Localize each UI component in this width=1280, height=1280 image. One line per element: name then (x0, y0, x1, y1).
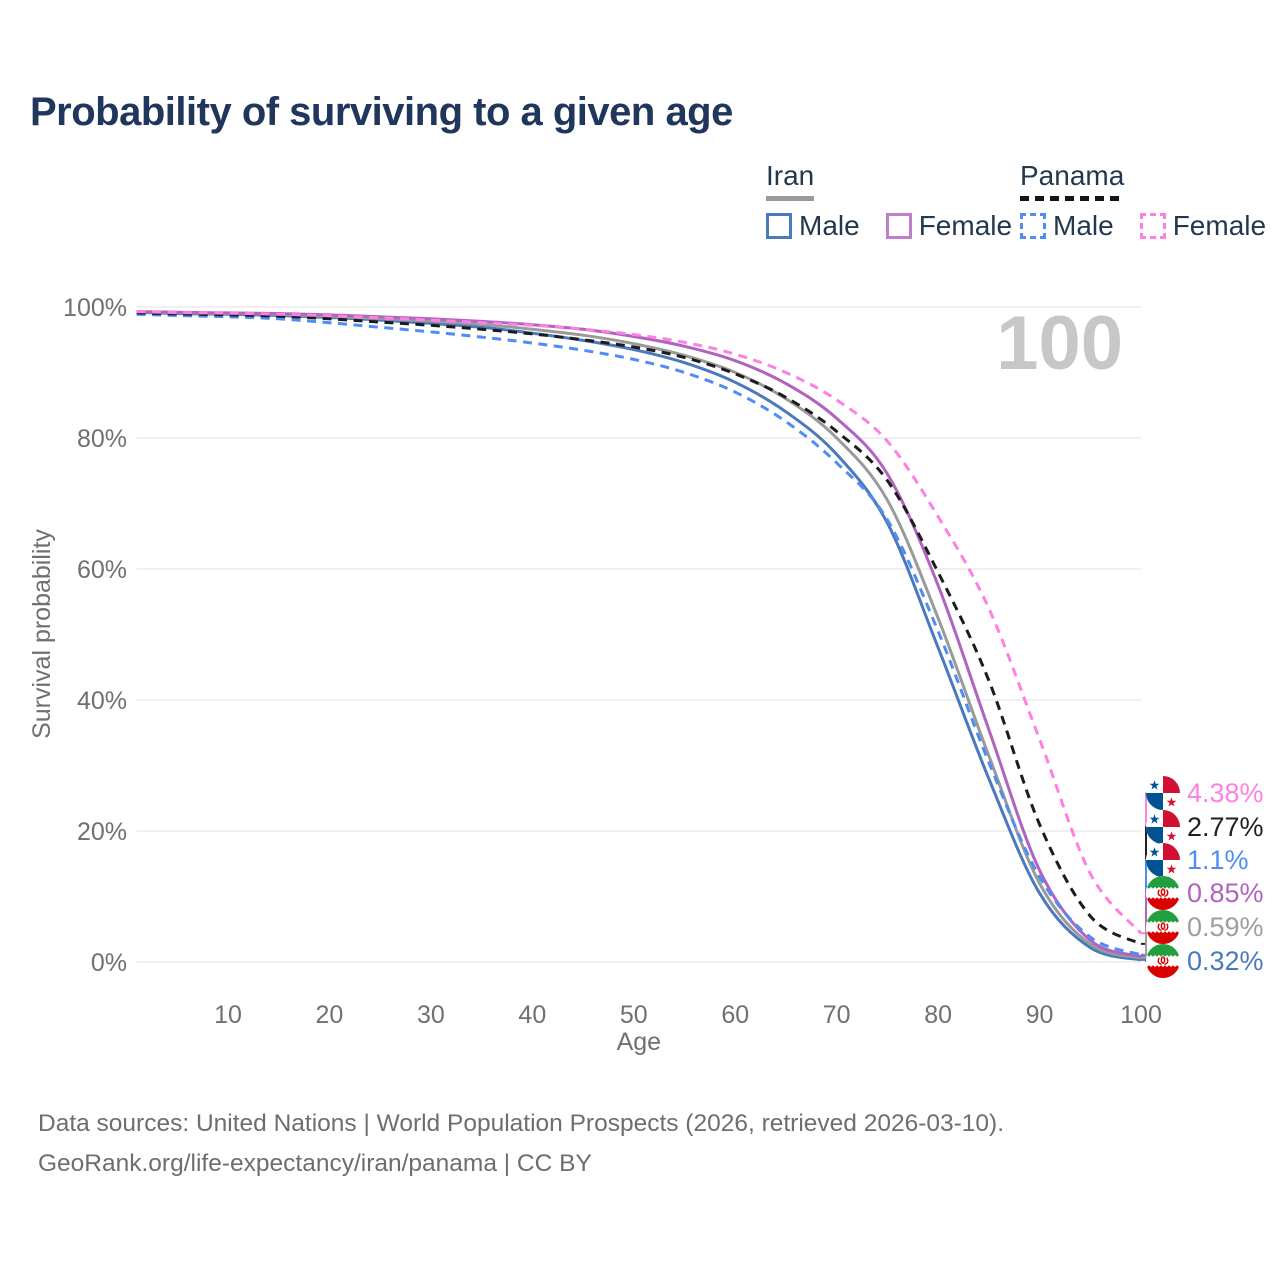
y-tick-label: 40% (77, 687, 127, 715)
legend-group-header-panama: Panama (1020, 160, 1125, 201)
age-watermark: 100 (996, 301, 1123, 386)
legend-item-label: Female (918, 210, 1013, 241)
panama-flag-icon (1146, 810, 1180, 844)
end-label-iran_total: 0.59% (1146, 910, 1264, 944)
legend-underline-solid (766, 196, 815, 201)
legend-group-header-iran: Iran (766, 160, 815, 201)
y-tick-label: 20% (77, 818, 127, 846)
iran-flag-icon (1146, 910, 1180, 944)
legend-group-title: Panama (1020, 160, 1125, 191)
legend-checkbox-iran-female[interactable] (885, 213, 912, 239)
footer: Data sources: United Nations | World Pop… (38, 1104, 1004, 1184)
legend-group-iran: Iran Male Female (766, 160, 1012, 242)
legend-item-label: Male (799, 210, 860, 241)
y-axis-title: Survival probability (28, 529, 56, 739)
end-label-panama_male: 1.1% (1146, 843, 1249, 877)
series-line-panama_male[interactable] (136, 312, 1142, 957)
legend-group-title: Iran (766, 160, 815, 191)
x-tick-label: 30 (417, 1001, 445, 1029)
series-line-panama_total[interactable] (136, 311, 1142, 946)
panama-flag-icon (1146, 843, 1180, 877)
x-tick-label: 70 (823, 1001, 851, 1029)
x-tick-label: 80 (924, 1001, 952, 1029)
end-label-value: 0.85% (1187, 877, 1264, 908)
x-tick-label: 90 (1026, 1001, 1054, 1029)
y-tick-label: 100% (63, 294, 127, 322)
legend-item-panama-male[interactable]: Male (1020, 210, 1114, 242)
end-label-panama_female: 4.38% (1146, 776, 1264, 810)
end-label-value: 0.32% (1187, 945, 1264, 976)
iran-flag-icon (1146, 876, 1180, 910)
series-line-panama_female[interactable] (136, 310, 1143, 935)
x-tick-label: 50 (620, 1001, 648, 1029)
y-tick-label: 80% (77, 425, 127, 453)
end-label-iran_female: 0.85% (1146, 876, 1264, 910)
legend-group-panama: Panama Male Female (1020, 160, 1266, 242)
end-label-iran_male: 0.32% (1146, 944, 1264, 978)
page-title: Probability of surviving to a given age (30, 90, 733, 134)
series-line-iran_total[interactable] (136, 310, 1142, 960)
legend-item-label: Male (1053, 210, 1114, 241)
survival-chart: 0% 20% 40% 60% 80% 100% 10 20 30 40 50 60 70 80 90 100 A… (28, 294, 1162, 1056)
end-label-value: 4.38% (1187, 777, 1264, 808)
data-sources-line: Data sources: United Nations | World Pop… (38, 1110, 1005, 1137)
legend-item-iran-female[interactable]: Female (885, 210, 1013, 242)
series-line-iran_male[interactable] (136, 310, 1142, 962)
x-tick-label: 40 (518, 1001, 546, 1029)
end-label-panama_total: 2.77% (1146, 810, 1264, 844)
x-tick-label: 100 (1120, 1001, 1162, 1029)
x-tick-label: 20 (316, 1001, 344, 1029)
legend-item-iran-male[interactable]: Male (766, 210, 860, 242)
legend-item-panama-female[interactable]: Female (1139, 210, 1267, 242)
x-axis-title: Age (617, 1028, 661, 1056)
panama-flag-icon (1146, 776, 1180, 810)
attribution-line: GeoRank.org/life-expectancy/iran/panama … (38, 1150, 592, 1177)
end-label-value: 1.1% (1187, 844, 1249, 875)
legend-checkbox-panama-male[interactable] (1020, 213, 1046, 239)
end-label-value: 0.59% (1187, 911, 1264, 942)
y-tick-label: 60% (77, 556, 127, 584)
y-tick-label: 0% (91, 949, 127, 977)
iran-flag-icon (1146, 944, 1180, 978)
series-line-iran_female[interactable] (136, 310, 1142, 958)
legend-underline-dashed (1020, 196, 1125, 201)
x-tick-label: 60 (721, 1001, 749, 1029)
end-label-value: 2.77% (1187, 811, 1264, 842)
legend-item-label: Female (1172, 210, 1267, 241)
legend-checkbox-panama-female[interactable] (1139, 213, 1166, 239)
x-tick-label: 10 (214, 1001, 242, 1029)
legend-checkbox-iran-male[interactable] (766, 213, 792, 239)
